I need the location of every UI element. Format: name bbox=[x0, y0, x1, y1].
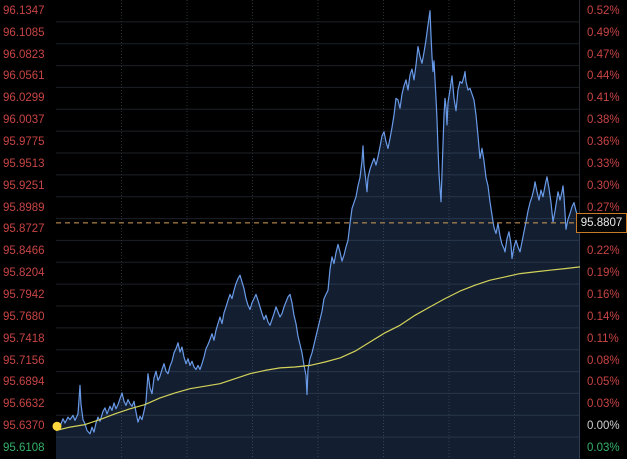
percent-axis-label: 0.16% bbox=[587, 289, 620, 302]
percent-axis-label: 0.03% bbox=[587, 442, 620, 455]
price-axis-label: 96.1347 bbox=[3, 4, 45, 17]
percent-axis-right: 0.52% 0.49% 0.47% 0.44% 0.41% 0.38% 0.36% 0.33%… bbox=[582, 0, 627, 459]
plot-area[interactable] bbox=[52, 0, 581, 459]
percent-axis-label: 0.30% bbox=[587, 179, 620, 192]
price-axis-label: 95.9775 bbox=[3, 136, 45, 149]
price-axis-label: 96.0561 bbox=[3, 70, 45, 83]
percent-axis-label: 0.44% bbox=[587, 70, 620, 83]
price-axis-label: 95.6108 bbox=[3, 442, 45, 455]
price-axis-label: 95.9513 bbox=[3, 157, 45, 170]
percent-axis-label: 0.03% bbox=[587, 398, 620, 411]
percent-axis-label: 0.27% bbox=[587, 201, 620, 214]
percent-axis-label: 0.19% bbox=[587, 267, 620, 280]
price-axis-label: 95.7680 bbox=[3, 310, 45, 323]
percent-axis-label: 0.05% bbox=[587, 376, 620, 389]
percent-axis-label: 0.14% bbox=[587, 310, 620, 323]
percent-axis-label: 0.52% bbox=[587, 4, 620, 17]
percent-axis-label: 0.36% bbox=[587, 136, 620, 149]
price-axis-label: 95.8727 bbox=[3, 223, 45, 236]
price-axis-label: 96.0299 bbox=[3, 92, 45, 105]
price-axis-label: 95.6894 bbox=[3, 376, 45, 389]
percent-axis-label: 0.49% bbox=[587, 26, 620, 39]
current-price-value: 95.8807 bbox=[580, 217, 623, 229]
percent-axis-label: 0.33% bbox=[587, 157, 620, 170]
percent-axis-label: 0.08% bbox=[587, 354, 620, 367]
price-axis-label: 95.8989 bbox=[3, 201, 45, 214]
price-axis-label: 95.7418 bbox=[3, 332, 45, 345]
price-axis-label: 95.8466 bbox=[3, 245, 45, 258]
percent-axis-label: 0.41% bbox=[587, 92, 620, 105]
price-axis-label: 95.7156 bbox=[3, 354, 45, 367]
open-marker-dot bbox=[52, 421, 62, 431]
price-axis-label: 95.7942 bbox=[3, 289, 45, 302]
price-line bbox=[55, 10, 581, 435]
price-axis-label: 95.9251 bbox=[3, 179, 45, 192]
price-area-fill bbox=[56, 10, 580, 459]
price-axis-label: 95.6370 bbox=[3, 420, 45, 433]
percent-axis-label: 0.00% bbox=[587, 420, 620, 433]
percent-axis-label: 0.22% bbox=[587, 245, 620, 258]
percent-axis-label: 0.11% bbox=[587, 332, 619, 345]
percent-axis-label: 0.47% bbox=[587, 48, 620, 61]
chart-canvas bbox=[52, 0, 581, 459]
price-axis-label: 95.8204 bbox=[3, 267, 45, 280]
moving-average-line bbox=[55, 266, 581, 432]
current-price-tag: 95.8807 bbox=[576, 213, 627, 233]
price-axis-label: 95.6632 bbox=[3, 398, 45, 411]
percent-axis-label: 0.38% bbox=[587, 114, 620, 127]
price-axis-label: 96.0823 bbox=[3, 48, 45, 61]
price-axis-label: 96.1085 bbox=[3, 26, 45, 39]
price-axis-label: 96.0037 bbox=[3, 114, 45, 127]
price-axis-left: 96.1347 96.1085 96.0823 96.0561 96.0299 96.00… bbox=[0, 0, 56, 459]
